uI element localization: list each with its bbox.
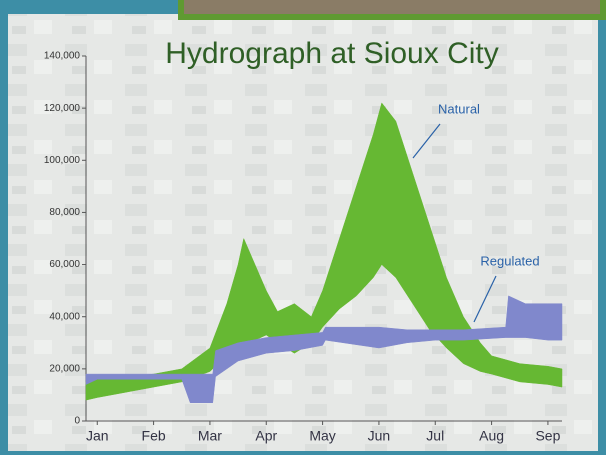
x-tick-label: Jun xyxy=(368,428,391,444)
x-tick-label: May xyxy=(309,428,335,444)
y-tick-label: 60,000 xyxy=(49,259,80,270)
photo xyxy=(184,0,600,14)
y-tick-label: 20,000 xyxy=(49,363,80,374)
slide: Hydrograph at Sioux City 0 20,000 40,000 60… xyxy=(0,0,606,455)
x-tick-label: Sep xyxy=(535,428,560,444)
y-tick-label: 40,000 xyxy=(49,311,80,322)
annotation: Natural xyxy=(438,101,480,116)
y-tick-label: 80,000 xyxy=(49,207,80,218)
annotation: Regulated xyxy=(480,253,539,268)
x-tick-label: Mar xyxy=(198,428,222,444)
x-tick-label: Jul xyxy=(426,428,444,444)
y-tick-label: 120,000 xyxy=(44,103,81,114)
x-tick-label: Feb xyxy=(142,428,166,444)
x-tick-label: Jan xyxy=(86,428,109,444)
x-tick-label: Apr xyxy=(255,428,277,444)
y-tick-label: 0 xyxy=(74,416,80,427)
y-tick-label: 100,000 xyxy=(44,155,81,166)
chart-title: Hydrograph at Sioux City xyxy=(165,37,499,70)
y-tick-label: 140,000 xyxy=(44,51,81,62)
x-tick-label: Aug xyxy=(479,428,504,444)
